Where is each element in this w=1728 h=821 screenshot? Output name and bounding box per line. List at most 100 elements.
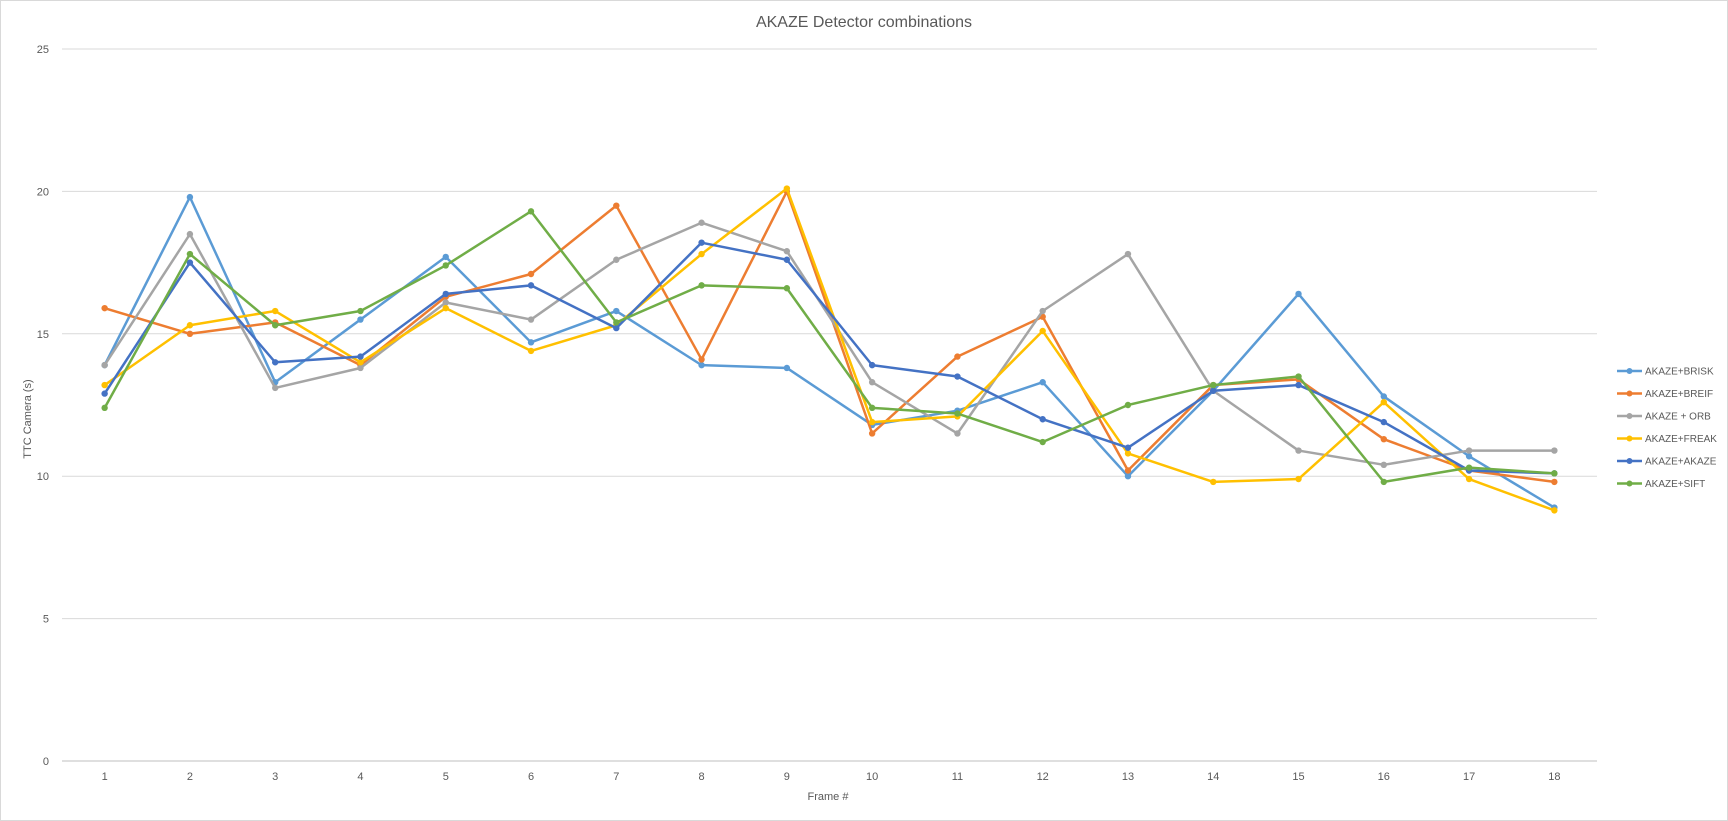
data-point	[1380, 418, 1388, 426]
data-point	[527, 339, 535, 346]
data-point	[1465, 475, 1473, 483]
data-point	[186, 230, 194, 238]
legend-label: AKAZE+AKAZE	[1645, 457, 1717, 468]
x-tick-label: 15	[1292, 771, 1304, 783]
data-point	[1551, 470, 1558, 477]
data-point	[1124, 473, 1132, 480]
legend-swatch-marker	[1626, 413, 1633, 419]
data-point	[1124, 401, 1132, 409]
data-point	[357, 307, 364, 315]
x-tick-label: 11	[952, 771, 963, 783]
legend-item: AKAZE + ORB	[1617, 412, 1711, 423]
data-point	[954, 353, 961, 360]
legend-swatch-marker	[1626, 458, 1633, 464]
data-point	[868, 379, 876, 386]
x-tick-label: 18	[1548, 771, 1560, 783]
data-point	[613, 202, 620, 209]
x-tick-label: 4	[357, 771, 363, 783]
data-point	[783, 285, 791, 292]
data-point	[1295, 447, 1302, 454]
data-point	[954, 410, 961, 417]
legend-swatch-marker	[1626, 368, 1633, 374]
data-point	[1295, 373, 1302, 380]
data-point	[357, 316, 364, 323]
chart-title: AKAZE Detector combinations	[756, 14, 972, 31]
data-point	[1124, 250, 1132, 258]
data-point	[698, 219, 705, 226]
data-point	[527, 316, 535, 323]
data-point	[527, 282, 535, 289]
series-line	[103, 221, 1556, 467]
series-0	[101, 193, 1558, 511]
data-point	[783, 364, 791, 372]
data-point	[1039, 327, 1046, 335]
y-axis-ticks: 0 5 10 15 20 25	[37, 44, 49, 768]
data-point	[1295, 290, 1302, 298]
data-point	[1551, 478, 1558, 486]
y-tick-label: 5	[43, 614, 49, 626]
x-tick-label: 8	[699, 771, 705, 783]
data-point	[868, 404, 876, 412]
data-point	[698, 356, 705, 363]
data-point	[1210, 478, 1217, 486]
legend-item: AKAZE+SIFT	[1617, 479, 1705, 490]
data-point	[101, 404, 108, 412]
data-point	[527, 270, 535, 278]
data-point	[1465, 453, 1473, 460]
series-lines	[101, 185, 1558, 514]
data-point	[101, 361, 108, 369]
x-tick-label: 5	[443, 771, 449, 783]
data-point	[1551, 507, 1558, 514]
data-point	[1039, 416, 1046, 423]
data-point	[527, 208, 535, 215]
data-point	[1124, 450, 1132, 457]
data-point	[271, 307, 279, 315]
data-point	[442, 262, 449, 269]
legend-item: AKAZE+AKAZE	[1617, 457, 1717, 468]
legend-swatch-marker	[1626, 480, 1633, 487]
data-point	[1295, 381, 1302, 389]
data-point	[527, 347, 535, 355]
x-tick-label: 13	[1122, 771, 1134, 783]
data-point	[954, 430, 961, 437]
data-point	[1210, 387, 1217, 394]
legend-swatch-marker	[1626, 390, 1633, 397]
data-point	[1295, 475, 1302, 483]
y-tick-label: 25	[37, 44, 49, 56]
data-point	[698, 361, 705, 369]
data-point	[101, 390, 108, 397]
data-point	[186, 250, 194, 258]
data-point	[442, 304, 449, 312]
data-point	[1465, 464, 1473, 471]
x-tick-label: 1	[102, 771, 108, 783]
x-tick-label: 3	[272, 771, 278, 783]
data-point	[1124, 467, 1132, 474]
data-point	[101, 381, 108, 389]
data-point	[698, 250, 705, 258]
data-point	[442, 253, 449, 261]
data-point	[1380, 478, 1388, 486]
data-point	[186, 259, 194, 266]
x-tick-label: 17	[1463, 771, 1475, 783]
x-tick-label: 16	[1378, 771, 1390, 783]
data-point	[783, 248, 791, 255]
x-tick-label: 2	[187, 771, 193, 783]
y-tick-label: 15	[37, 329, 49, 341]
data-point	[868, 418, 876, 426]
data-point	[186, 322, 194, 329]
data-point	[357, 364, 364, 372]
series-line	[103, 241, 1556, 475]
gridlines	[62, 48, 1597, 762]
legend-item: AKAZE+FREAK	[1617, 434, 1717, 445]
data-point	[357, 353, 364, 360]
legend-label: AKAZE+FREAK	[1645, 434, 1717, 445]
data-point	[613, 256, 620, 263]
data-point	[101, 304, 108, 312]
legend-label: AKAZE + ORB	[1645, 412, 1711, 423]
series-line	[103, 187, 1556, 512]
y-tick-label: 20	[37, 186, 49, 198]
legend-label: AKAZE+BREIF	[1645, 389, 1713, 400]
data-point	[1380, 393, 1388, 400]
data-point	[271, 359, 279, 366]
